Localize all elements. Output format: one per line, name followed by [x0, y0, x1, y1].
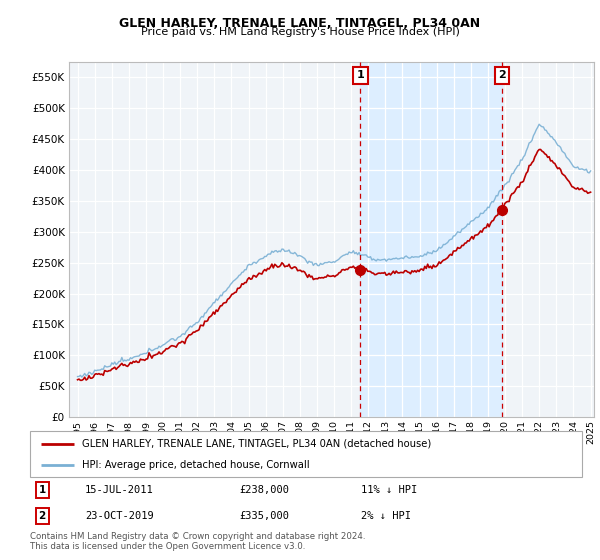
- Text: HPI: Average price, detached house, Cornwall: HPI: Average price, detached house, Corn…: [82, 460, 310, 470]
- Text: 11% ↓ HPI: 11% ↓ HPI: [361, 485, 418, 495]
- FancyBboxPatch shape: [30, 431, 582, 477]
- Text: 1: 1: [356, 71, 364, 81]
- Text: Price paid vs. HM Land Registry's House Price Index (HPI): Price paid vs. HM Land Registry's House …: [140, 27, 460, 37]
- Text: £238,000: £238,000: [240, 485, 290, 495]
- Text: 23-OCT-2019: 23-OCT-2019: [85, 511, 154, 521]
- Text: GLEN HARLEY, TRENALE LANE, TINTAGEL, PL34 0AN: GLEN HARLEY, TRENALE LANE, TINTAGEL, PL3…: [119, 17, 481, 30]
- Text: 2% ↓ HPI: 2% ↓ HPI: [361, 511, 411, 521]
- Text: £335,000: £335,000: [240, 511, 290, 521]
- Text: 15-JUL-2011: 15-JUL-2011: [85, 485, 154, 495]
- Text: 2: 2: [38, 511, 46, 521]
- Text: 2: 2: [498, 71, 506, 81]
- Text: GLEN HARLEY, TRENALE LANE, TINTAGEL, PL34 0AN (detached house): GLEN HARLEY, TRENALE LANE, TINTAGEL, PL3…: [82, 438, 431, 449]
- Text: 1: 1: [38, 485, 46, 495]
- Text: Contains HM Land Registry data © Crown copyright and database right 2024.
This d: Contains HM Land Registry data © Crown c…: [30, 532, 365, 552]
- Bar: [361, 62, 502, 417]
